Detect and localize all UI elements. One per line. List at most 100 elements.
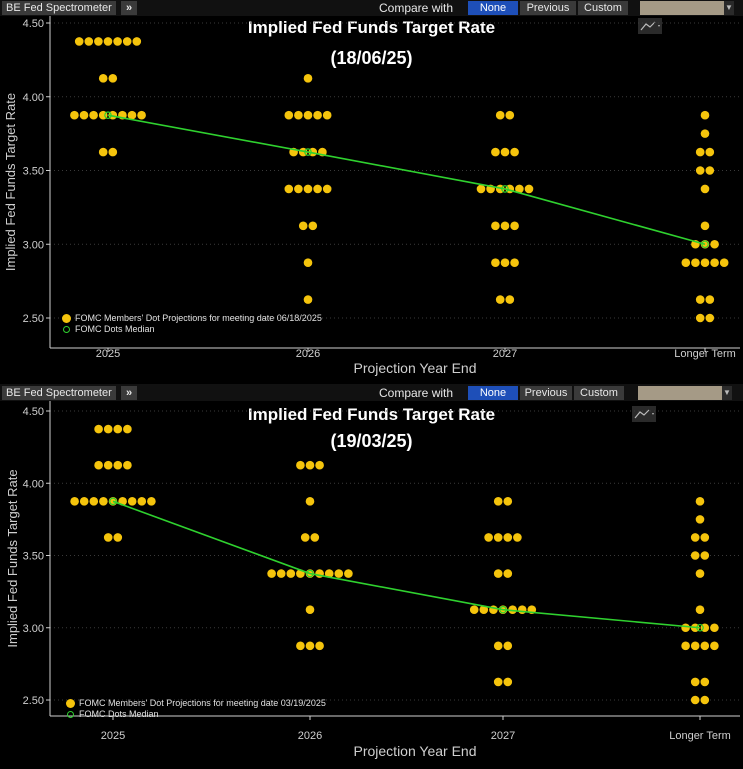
y-tick-label: 3.50 — [23, 166, 44, 178]
dot-projection — [510, 221, 519, 231]
chevron-down-icon[interactable]: ▼ — [724, 1, 734, 15]
dot-projection — [705, 147, 715, 157]
dot-projection — [719, 258, 729, 267]
compare-custom-button[interactable]: Custom — [578, 1, 628, 15]
compare-none-button[interactable]: None — [468, 1, 518, 15]
dot-projection — [344, 569, 353, 578]
dot-projection — [294, 184, 303, 194]
y-tick-label: 3.00 — [23, 623, 44, 635]
dot-projection — [681, 641, 690, 651]
compare-previous-button[interactable]: Previous — [520, 386, 572, 400]
dot-projection — [103, 37, 113, 46]
dot-projection — [108, 74, 118, 83]
dot-projection — [108, 147, 118, 157]
dot-projection — [700, 110, 710, 120]
chart-panel-june: BE Fed Spectrometer » Compare with None … — [0, 0, 743, 384]
expand-chevron-icon[interactable]: » — [121, 1, 137, 15]
x-tick-label: 2027 — [491, 730, 515, 742]
dot-projection — [308, 221, 318, 231]
dot-projection — [690, 533, 700, 542]
dot-projection — [98, 74, 108, 83]
custom-date-select[interactable] — [640, 1, 724, 15]
dot-projection — [98, 147, 108, 157]
median-line — [112, 500, 701, 629]
dot-projection — [322, 110, 332, 120]
function-title-button[interactable]: BE Fed Spectrometer — [2, 386, 116, 400]
dot-projection — [305, 641, 315, 651]
y-tick-label: 3.50 — [23, 551, 44, 563]
chart-subtitle: (18/06/25) — [330, 48, 413, 68]
dot-projection — [103, 424, 113, 434]
chart-subtitle: (19/03/25) — [330, 431, 413, 451]
dot-projection — [491, 147, 500, 157]
x-tick-label: 2026 — [298, 730, 322, 742]
dot-projection — [322, 184, 332, 194]
dot-projection — [132, 37, 142, 46]
expand-chevron-icon[interactable]: » — [121, 386, 137, 400]
dot-projection — [503, 569, 513, 578]
legend-dots-label: FOMC Members' Dot Projections for meetin… — [79, 698, 326, 708]
dot-projection — [303, 258, 313, 267]
dot-projection — [294, 110, 303, 120]
dot-projection — [503, 497, 513, 506]
dot-projection — [298, 221, 308, 231]
dot-projection — [334, 569, 344, 578]
dot-projection — [70, 497, 79, 506]
x-tick-label: Longer Term — [669, 730, 731, 742]
dot-projection — [700, 695, 710, 705]
function-title-button[interactable]: BE Fed Spectrometer — [2, 1, 116, 15]
dot-projection — [690, 677, 700, 687]
dot-projection — [284, 184, 294, 194]
dot-projection — [700, 258, 710, 267]
dot-projection — [493, 641, 503, 651]
dot-projection — [710, 623, 719, 633]
dot-projection — [493, 533, 503, 542]
dot-projection — [147, 497, 156, 506]
chevron-down-icon[interactable]: ▼ — [722, 386, 732, 400]
dot-projection — [505, 295, 515, 304]
compare-custom-button[interactable]: Custom — [574, 386, 624, 400]
legend-dot-marker — [62, 314, 71, 323]
dot-projection — [94, 37, 103, 46]
dot-projection — [137, 497, 147, 506]
dot-projection — [127, 497, 137, 506]
dot-projection — [103, 533, 113, 542]
y-tick-label: 2.50 — [23, 695, 44, 707]
dot-projection — [113, 533, 123, 542]
dot-projection — [491, 221, 500, 231]
x-axis-title: Projection Year End — [354, 360, 477, 376]
median-marker — [501, 185, 509, 193]
dot-projection — [690, 695, 700, 705]
y-tick-label: 2.50 — [23, 313, 44, 325]
dot-projection — [315, 641, 324, 651]
chart-settings-icon[interactable] — [638, 18, 662, 34]
dot-projection — [286, 569, 296, 578]
dot-projection — [89, 110, 98, 120]
legend-median-label: FOMC Dots Median — [79, 709, 159, 719]
dot-projection — [113, 424, 123, 434]
dot-projection — [79, 497, 89, 506]
dot-projection — [103, 460, 113, 470]
dot-projection — [313, 110, 322, 120]
chart-settings-icon[interactable] — [632, 406, 656, 422]
x-tick-label: 2027 — [493, 348, 517, 360]
toolbar: BE Fed Spectrometer » Compare with None … — [0, 385, 743, 401]
compare-none-button[interactable]: None — [468, 386, 518, 400]
dot-projection — [94, 460, 103, 470]
dot-projection — [503, 677, 513, 687]
chart-title: Implied Fed Funds Target Rate — [247, 18, 496, 37]
dot-projection — [710, 258, 719, 267]
x-tick-label: 2025 — [96, 348, 120, 360]
custom-date-select[interactable] — [638, 386, 722, 400]
dot-projection — [113, 460, 123, 470]
median-marker — [499, 605, 507, 614]
dot-projection — [493, 569, 503, 578]
dot-projection — [113, 37, 122, 46]
dot-projection — [123, 424, 132, 434]
dot-projection — [89, 497, 99, 506]
compare-previous-button[interactable]: Previous — [520, 1, 576, 15]
y-tick-label: 3.00 — [23, 239, 44, 251]
y-axis-title: Implied Fed Funds Target Rate — [5, 469, 20, 647]
dot-projection — [296, 460, 305, 470]
dot-projection — [695, 569, 705, 578]
